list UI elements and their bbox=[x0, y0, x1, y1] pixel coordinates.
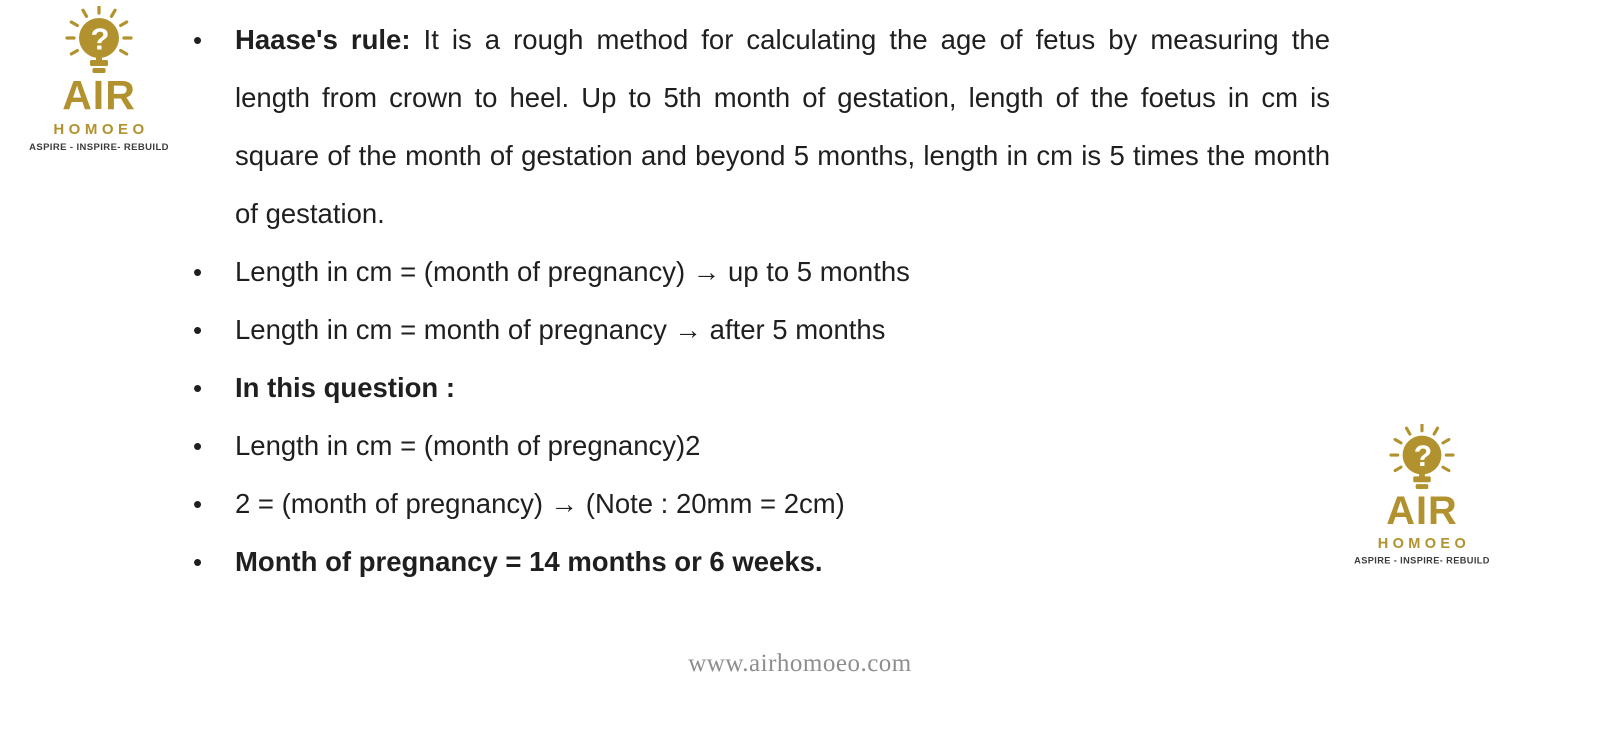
bulb-screw bbox=[92, 68, 106, 73]
bulb-base bbox=[90, 60, 108, 66]
lightbulb-question-icon: ? bbox=[1389, 424, 1455, 489]
bullet-text: Length in cm = month of pregnancy → afte… bbox=[235, 314, 886, 345]
logo-wordmark: AIR bbox=[1386, 488, 1458, 533]
bullet-text: In this question : bbox=[235, 372, 455, 403]
bullet-length-after-5-months: • Length in cm = month of pregnancy → af… bbox=[190, 301, 1330, 359]
bullet-text: 2 = (month of pregnancy) → (Note : 20mm … bbox=[235, 488, 845, 519]
bullet-marker: • bbox=[193, 489, 203, 519]
bulb-circle bbox=[1402, 435, 1442, 475]
bullet-body-text: It is a rough method for calculating the… bbox=[235, 24, 1330, 229]
bullet-note-20mm: • 2 = (month of pregnancy) → (Note : 20m… bbox=[190, 475, 1330, 533]
question-mark-glyph: ? bbox=[1414, 440, 1432, 473]
bullet-text: Length in cm = (month of pregnancy)2 bbox=[235, 430, 701, 461]
slide-body: • Haase's rule: It is a rough method for… bbox=[190, 11, 1330, 591]
bullet-length-equation: • Length in cm = (month of pregnancy)2 bbox=[190, 417, 1330, 475]
bullet-text: Length in cm = (month of pregnancy) → up… bbox=[235, 256, 910, 287]
bulb-screw bbox=[1415, 484, 1429, 489]
bulb-rays bbox=[1389, 424, 1455, 473]
logo-tagline: ASPIRE - INSPIRE- REBUILD bbox=[1354, 555, 1490, 567]
bullet-text: Haase's rule: It is a rough method for c… bbox=[235, 11, 1330, 243]
bullet-marker: • bbox=[193, 431, 203, 461]
bullet-haase-rule: • Haase's rule: It is a rough method for… bbox=[190, 11, 1330, 243]
question-mark-glyph: ? bbox=[91, 22, 110, 57]
bullet-answer: • Month of pregnancy = 14 months or 6 we… bbox=[190, 533, 1330, 591]
logo-tagline: ASPIRE - INSPIRE- REBUILD bbox=[29, 142, 169, 153]
bullet-marker: • bbox=[193, 547, 203, 577]
bulb-base bbox=[1413, 476, 1431, 483]
bullet-marker: • bbox=[193, 25, 203, 55]
website-url: www.airhomoeo.com bbox=[688, 650, 912, 677]
bullet-marker: • bbox=[193, 373, 203, 403]
bullet-lead-bold: Haase's rule: bbox=[235, 24, 411, 55]
air-homoeo-logo-top-left: ? AIR HOMOEO ASPIRE - INSPIRE- REBUILD bbox=[29, 6, 169, 153]
logo-subtitle: HOMOEO bbox=[1377, 535, 1471, 553]
bullet-text: Month of pregnancy = 14 months or 6 week… bbox=[235, 546, 823, 577]
bullet-length-up-to-5-months: • Length in cm = (month of pregnancy) → … bbox=[190, 243, 1330, 301]
logo-wordmark: AIR bbox=[62, 72, 136, 118]
bullet-marker: • bbox=[193, 315, 203, 345]
bullet-marker: • bbox=[193, 257, 203, 287]
bulb-rays bbox=[65, 6, 133, 56]
bulb-circle bbox=[79, 18, 119, 58]
bullet-in-this-question: • In this question : bbox=[190, 359, 1330, 417]
lightbulb-question-icon: ? bbox=[65, 6, 133, 73]
air-homoeo-logo-right: ? AIR HOMOEO ASPIRE - INSPIRE- REBUILD bbox=[1354, 424, 1489, 566]
logo-subtitle: HOMOEO bbox=[53, 121, 149, 138]
